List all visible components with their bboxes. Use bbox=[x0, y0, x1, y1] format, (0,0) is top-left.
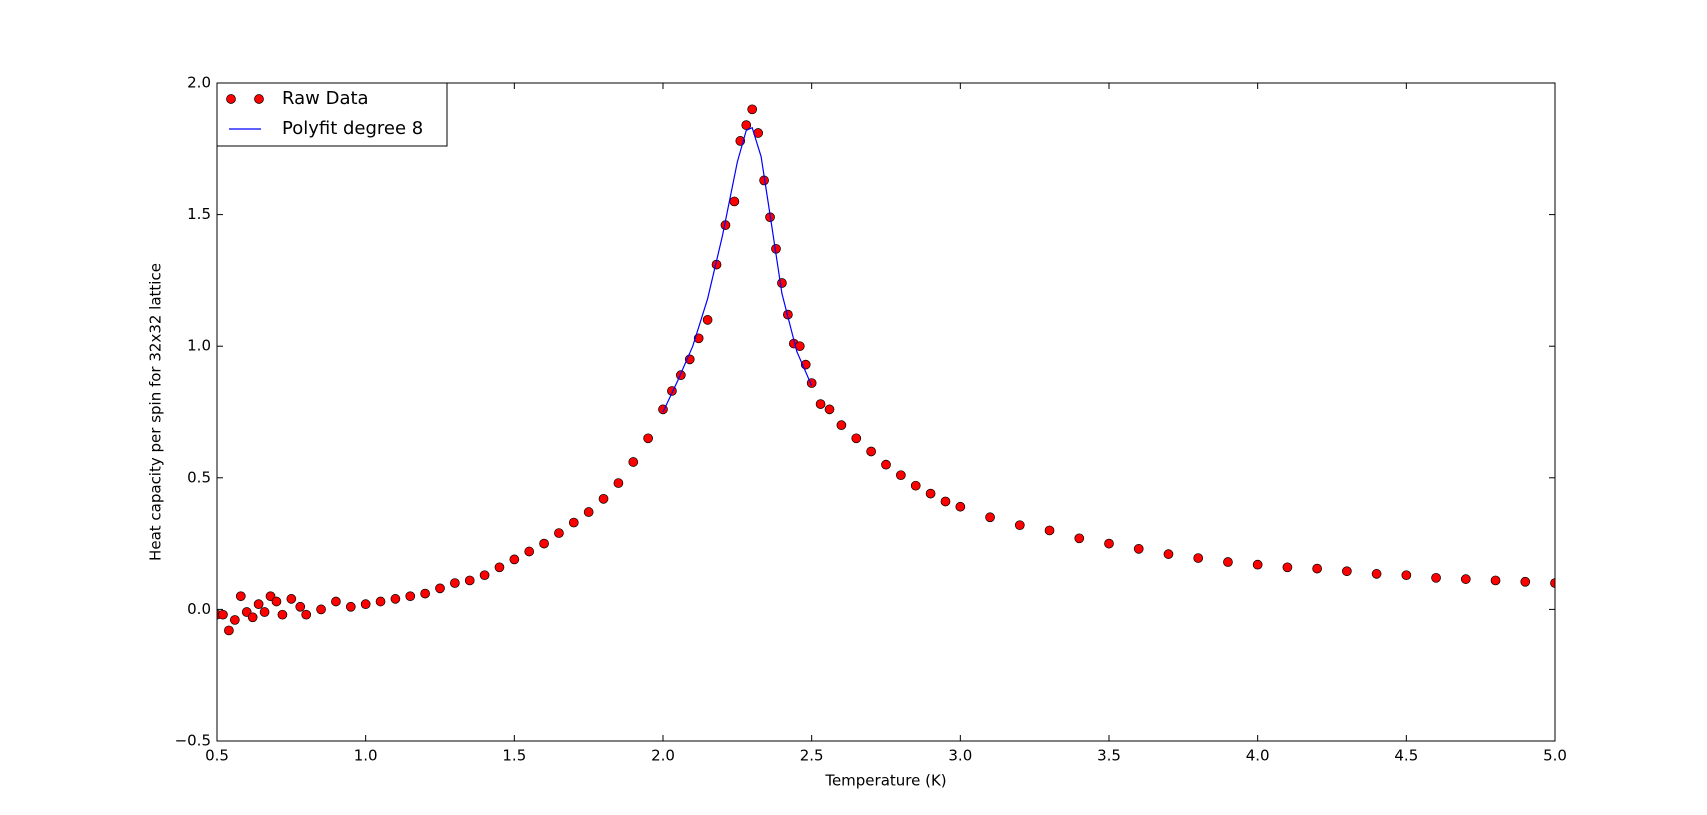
data-point bbox=[1074, 533, 1085, 544]
y-axis-label: Heat capacity per spin for 32x32 lattice bbox=[147, 263, 165, 561]
y-tick-label: 1.5 bbox=[187, 205, 211, 223]
data-point bbox=[235, 591, 246, 602]
data-point bbox=[253, 599, 264, 609]
data-point bbox=[741, 120, 752, 130]
x-tick-label: 2.0 bbox=[651, 747, 675, 765]
data-point bbox=[1223, 557, 1233, 567]
x-tick-label: 0.5 bbox=[205, 747, 229, 765]
data-point bbox=[539, 538, 549, 549]
data-point bbox=[316, 604, 326, 615]
x-tick-label: 1.0 bbox=[354, 747, 378, 765]
data-point bbox=[955, 501, 966, 512]
data-point bbox=[628, 457, 639, 467]
data-point bbox=[896, 470, 906, 481]
data-point bbox=[1550, 578, 1555, 588]
data-point bbox=[509, 554, 520, 565]
data-point bbox=[271, 596, 282, 607]
data-point bbox=[494, 562, 505, 573]
legend-marker bbox=[254, 94, 264, 104]
y-tick-label: 0.0 bbox=[187, 600, 211, 618]
x-tick-label: 5.0 bbox=[1543, 747, 1567, 765]
data-point bbox=[390, 594, 401, 604]
data-point bbox=[598, 494, 609, 504]
data-point bbox=[1490, 575, 1501, 586]
data-point bbox=[1193, 553, 1204, 563]
data-point bbox=[1431, 572, 1441, 583]
data-point bbox=[824, 404, 835, 415]
y-tick-label: 0.5 bbox=[187, 468, 211, 486]
data-point bbox=[375, 596, 386, 607]
data-point bbox=[524, 546, 535, 557]
data-point bbox=[479, 570, 490, 581]
data-point bbox=[1252, 559, 1263, 570]
x-tick-label: 2.5 bbox=[800, 747, 824, 765]
legend-label: Polyfit degree 8 bbox=[282, 118, 423, 139]
data-point bbox=[613, 478, 624, 488]
data-point bbox=[675, 370, 686, 381]
data-point bbox=[301, 609, 312, 620]
data-point bbox=[229, 615, 240, 625]
plot-frame bbox=[216, 82, 1556, 742]
x-axis-label: Temperature (K) bbox=[824, 772, 946, 790]
data-point bbox=[925, 488, 936, 499]
data-point bbox=[777, 278, 787, 288]
data-point bbox=[286, 594, 297, 604]
data-point bbox=[985, 512, 995, 523]
legend-marker bbox=[226, 94, 236, 104]
data-point bbox=[747, 104, 758, 115]
data-point bbox=[866, 446, 876, 457]
x-tick-label: 1.5 bbox=[502, 747, 526, 765]
data-point bbox=[1282, 562, 1293, 573]
data-point bbox=[420, 588, 430, 599]
data-point bbox=[1342, 566, 1352, 577]
data-point bbox=[815, 399, 826, 409]
data-point bbox=[881, 459, 891, 470]
y-tick-label: −0.5 bbox=[175, 732, 211, 750]
data-point bbox=[1044, 525, 1055, 536]
data-point bbox=[218, 609, 228, 620]
data-point bbox=[729, 196, 740, 207]
legend-box bbox=[216, 82, 448, 147]
data-point bbox=[435, 583, 445, 594]
data-point bbox=[450, 578, 460, 588]
data-point bbox=[1133, 544, 1144, 554]
data-point bbox=[583, 507, 594, 517]
data-point bbox=[295, 601, 306, 612]
data-point bbox=[1520, 576, 1531, 587]
legend-label: Raw Data bbox=[282, 88, 369, 109]
data-point bbox=[405, 591, 416, 602]
data-point bbox=[247, 612, 258, 623]
data-point bbox=[1312, 563, 1322, 574]
data-point bbox=[1371, 569, 1382, 579]
x-tick-label: 4.5 bbox=[1394, 747, 1418, 765]
data-point bbox=[702, 315, 713, 325]
data-point bbox=[1460, 574, 1471, 584]
x-tick-label: 3.0 bbox=[948, 747, 972, 765]
data-point bbox=[224, 625, 234, 636]
data-point bbox=[1163, 549, 1174, 559]
fit-line bbox=[662, 126, 813, 413]
data-point bbox=[464, 575, 475, 586]
data-point bbox=[851, 433, 862, 444]
data-point bbox=[1401, 570, 1412, 581]
y-tick-label: 2.0 bbox=[187, 74, 211, 92]
data-point bbox=[259, 607, 270, 617]
x-tick-label: 3.5 bbox=[1097, 747, 1121, 765]
data-point bbox=[554, 528, 564, 538]
data-point bbox=[836, 420, 847, 431]
data-point bbox=[910, 480, 921, 491]
data-point bbox=[568, 517, 579, 528]
y-tick-label: 1.0 bbox=[187, 337, 211, 355]
data-point bbox=[331, 596, 341, 607]
data-point bbox=[643, 433, 653, 444]
data-point bbox=[360, 599, 371, 609]
data-point bbox=[1104, 538, 1114, 549]
data-point bbox=[940, 496, 951, 507]
x-tick-label: 4.0 bbox=[1246, 747, 1270, 765]
data-point bbox=[345, 601, 356, 612]
data-point bbox=[1014, 520, 1025, 531]
data-point bbox=[277, 609, 288, 620]
